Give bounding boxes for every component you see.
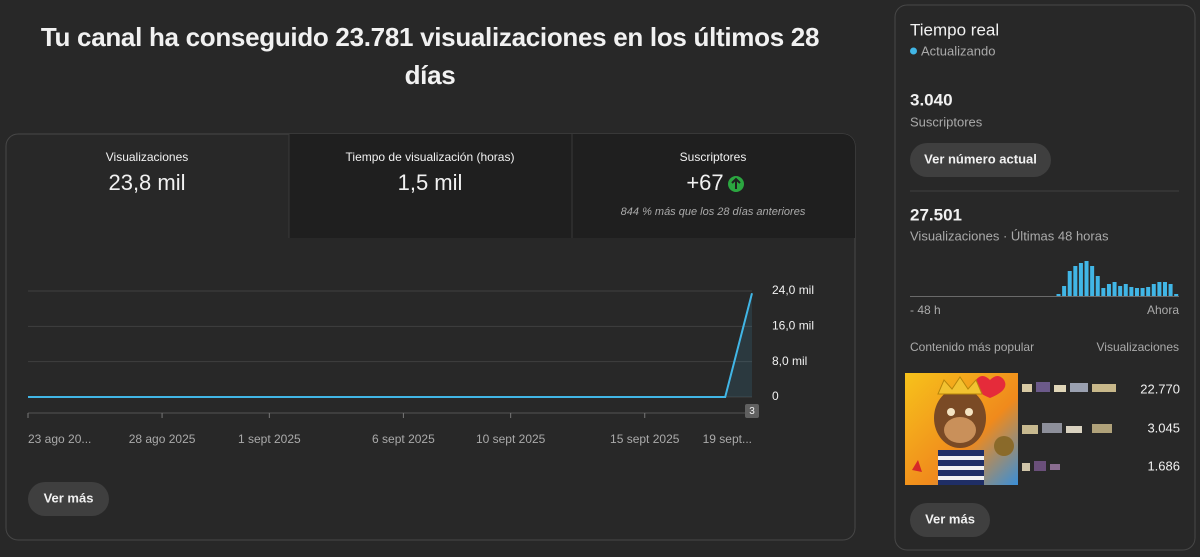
top-content-label: Contenido más popular: [910, 340, 1034, 354]
bar: [1067, 271, 1072, 296]
x-tick-label: 15 sept 2025: [610, 432, 680, 446]
y-tick-label: 0: [772, 389, 779, 403]
subscriber-count: 3.040: [910, 90, 953, 109]
realtime-status: Actualizando: [921, 43, 995, 58]
x-tick-label: 23 ago 20...: [28, 432, 91, 446]
blurred-title: [1022, 461, 1060, 471]
bar: [1157, 282, 1162, 296]
y-tick-label: 8,0 mil: [772, 354, 807, 368]
line: [28, 292, 753, 398]
bar: [1112, 282, 1117, 296]
bar: [1084, 261, 1089, 296]
video-thumbnail[interactable]: [905, 373, 1018, 485]
metric-value: +67: [686, 170, 723, 195]
top-content-metric: Visualizaciones: [1097, 340, 1180, 354]
views-chart: 0 8,0 mil 16,0 mil 24,0 mil 23 ago 20... 28 a…: [27, 283, 814, 446]
current-count-button-label: Ver número actual: [924, 151, 1037, 166]
bar: [1140, 288, 1145, 296]
realtime-title: Tiempo real: [910, 20, 999, 39]
bar: [1123, 284, 1128, 296]
x-tick-label: 10 sept 2025: [476, 432, 546, 446]
metric-label: Tiempo de visualización (horas): [346, 150, 515, 164]
trend-up-icon: [728, 176, 744, 192]
realtime-more-button[interactable]: [910, 503, 990, 537]
metric-note: 844 % más que los 28 días anteriores: [621, 206, 806, 218]
bar: [1146, 287, 1151, 296]
bar: [1062, 286, 1067, 296]
bar: [1134, 288, 1139, 296]
metric-label: Visualizaciones: [106, 150, 189, 164]
views-48h-chart: [1056, 261, 1179, 296]
blurred-title: [1022, 382, 1116, 392]
realtime-more-button-label: Ver más: [925, 511, 975, 526]
bar: [1101, 288, 1106, 296]
x-tick-label: 1 sept 2025: [238, 432, 301, 446]
metric-tab[interactable]: [289, 134, 572, 238]
x-tick-label: 19 sept...: [703, 432, 752, 446]
bar: [1106, 284, 1111, 296]
video-views: 1.686: [1147, 458, 1180, 473]
video-marker-label: 3: [749, 406, 755, 417]
subscriber-label: Suscriptores: [910, 114, 983, 129]
bar: [1095, 276, 1100, 296]
axis-end-label: Ahora: [1147, 303, 1179, 317]
bar: [1118, 286, 1123, 296]
bar: [1162, 282, 1167, 296]
metric-tab[interactable]: [572, 134, 855, 238]
metric-value: 1,5 mil: [398, 170, 463, 195]
more-button-label: Ver más: [44, 490, 94, 505]
bar: [1078, 263, 1083, 296]
axis-start-label: - 48 h: [910, 303, 941, 317]
bar: [1174, 294, 1179, 296]
metric-value: 23,8 mil: [108, 170, 185, 195]
x-tick-label: 6 sept 2025: [372, 432, 435, 446]
bar: [1151, 284, 1156, 296]
y-tick-label: 24,0 mil: [772, 283, 814, 297]
blurred-title: [1022, 423, 1112, 434]
views-label: Visualizaciones · Últimas 48 horas: [910, 228, 1109, 243]
video-views: 3.045: [1147, 420, 1180, 435]
bar: [1056, 294, 1061, 296]
video-views: 22.770: [1140, 381, 1180, 396]
video-marker: [745, 404, 759, 418]
page-heading: Tu canal ha conseguido 23.781 visualizac…: [40, 22, 820, 90]
current-count-button[interactable]: [910, 143, 1051, 177]
more-button[interactable]: [28, 482, 109, 516]
bar: [1129, 287, 1134, 296]
views-count: 27.501: [910, 205, 962, 224]
y-tick-label: 16,0 mil: [772, 319, 814, 333]
status-dot: [910, 47, 917, 55]
x-tick-label: 28 ago 2025: [129, 432, 196, 446]
metric-label: Suscriptores: [680, 150, 747, 164]
bar: [1168, 284, 1173, 296]
bar: [1090, 266, 1095, 296]
bar: [1073, 266, 1078, 296]
